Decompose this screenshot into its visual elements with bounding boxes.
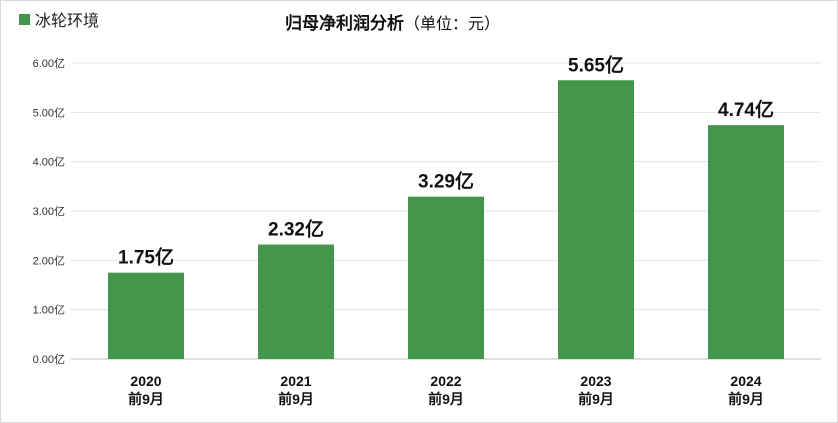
chart-title-main: 归母净利润分析 <box>285 13 404 33</box>
y-tick-label: 6.00亿 <box>33 57 65 70</box>
data-label: 1.75亿 <box>118 246 174 269</box>
data-labels: 1.75亿 2.32亿 3.29亿 5.65亿 4.74亿 <box>118 53 774 268</box>
x-tick-label-year: 2022 <box>430 373 461 389</box>
x-tick-label-period: 前9月 <box>278 391 314 407</box>
bar <box>558 80 634 360</box>
bars <box>108 80 784 360</box>
legend-label: 冰轮环境 <box>35 11 99 30</box>
y-tick-labels: 0.00亿 1.00亿 2.00亿 3.00亿 4.00亿 5.00亿 6.00亿 <box>33 57 65 366</box>
x-tick-label-period: 前9月 <box>578 391 614 407</box>
bar <box>408 196 484 359</box>
x-tick-label-period: 前9月 <box>128 391 164 407</box>
data-label: 3.29亿 <box>418 170 474 193</box>
x-tick-label-period: 前9月 <box>728 391 764 407</box>
y-tick-label: 4.00亿 <box>33 156 65 169</box>
bar <box>258 244 334 359</box>
y-tick-label: 1.00亿 <box>33 304 65 317</box>
legend-swatch <box>19 14 30 25</box>
data-label: 2.32亿 <box>268 218 324 241</box>
y-tick-label: 3.00亿 <box>33 205 65 218</box>
x-tick-labels: 2020 前9月 2021 前9月 2022 前9月 2023 前9月 2024 前9月 <box>128 373 764 407</box>
x-tick-label-year: 2021 <box>280 373 311 389</box>
y-tick-label: 2.00亿 <box>33 254 65 267</box>
chart-title-unit: （单位：元） <box>404 15 500 33</box>
y-tick-label: 5.00亿 <box>33 106 65 119</box>
data-label: 5.65亿 <box>568 53 624 76</box>
x-tick-label-period: 前9月 <box>428 391 464 407</box>
y-tick-label: 0.00亿 <box>33 353 65 366</box>
x-tick-label-year: 2023 <box>580 373 611 389</box>
chart-title: 归母净利润分析（单位：元） <box>285 13 500 33</box>
bar <box>708 125 784 359</box>
bar <box>108 272 184 359</box>
x-tick-label-year: 2024 <box>730 373 761 389</box>
data-label: 4.74亿 <box>718 98 774 121</box>
x-tick-label-year: 2020 <box>130 373 161 389</box>
